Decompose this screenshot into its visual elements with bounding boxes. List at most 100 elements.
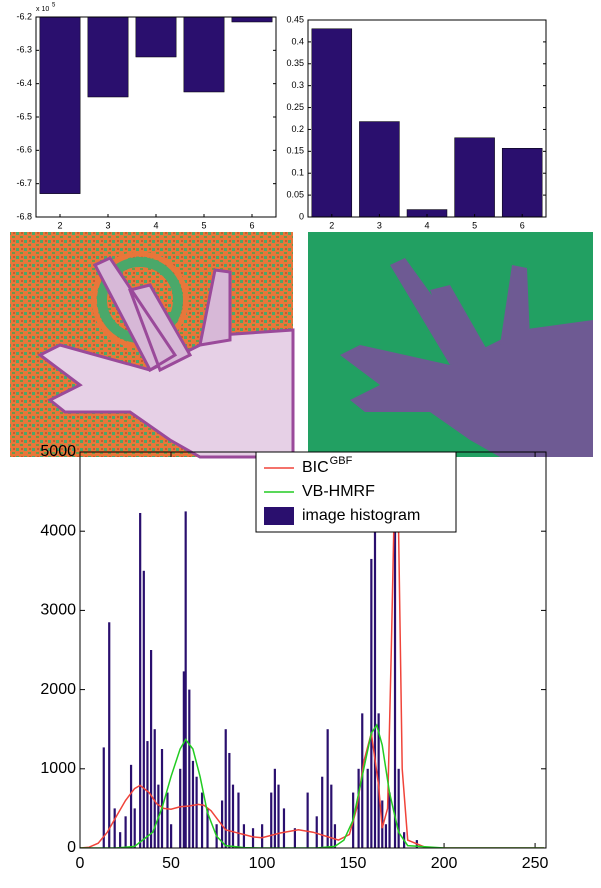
histogram-bar — [243, 824, 245, 848]
figure: -6.8-6.7-6.6-6.5-6.4-6.3-6.2x 1052345600… — [0, 0, 601, 888]
histogram-bar — [388, 793, 390, 848]
y-tick-label: 0 — [67, 839, 76, 856]
x-tick-label: 4 — [153, 220, 158, 230]
histogram-bar — [370, 559, 372, 848]
y-tick-label: 0.05 — [286, 189, 304, 199]
x-tick-label: 2 — [57, 220, 62, 230]
histogram-bar — [321, 777, 323, 848]
legend-swatch — [264, 507, 294, 525]
y-tick-label: 2000 — [40, 681, 76, 698]
histogram-bar — [201, 793, 203, 848]
bar — [502, 148, 542, 217]
histogram-bar — [161, 749, 163, 848]
histogram-bar — [146, 741, 148, 848]
y-tick-label: 4000 — [40, 522, 76, 539]
histogram-bar — [125, 816, 127, 848]
histogram-bar — [237, 793, 239, 848]
y-tick-label: 0.25 — [286, 102, 304, 112]
bar — [184, 17, 224, 92]
histogram-bar — [179, 769, 181, 848]
histogram-bar — [196, 777, 198, 848]
histogram-bar — [367, 769, 369, 848]
histogram-bar — [261, 824, 263, 848]
y-tick-label: -6.3 — [16, 45, 32, 55]
y-tick-label: 0.1 — [291, 168, 304, 178]
x-tick-label: 4 — [424, 220, 429, 230]
bar — [40, 17, 80, 194]
x-tick-label: 6 — [520, 220, 525, 230]
histogram-bar — [334, 824, 336, 848]
histogram-bar — [307, 793, 309, 848]
x-tick-label: 200 — [431, 855, 458, 872]
histogram-bar — [316, 816, 318, 848]
histogram-bar — [108, 622, 110, 848]
x-tick-label: 6 — [249, 220, 254, 230]
y-tick-label: -6.5 — [16, 111, 32, 121]
y-tick-label: 5000 — [40, 443, 76, 460]
y-tick-label: -6.6 — [16, 145, 32, 155]
y-tick-label: 0.15 — [286, 146, 304, 156]
x-tick-label: 150 — [340, 855, 367, 872]
histogram-bar — [228, 753, 230, 848]
histogram-bar — [327, 729, 329, 848]
segmented-image-left — [10, 232, 293, 457]
y-tick-label: 0.35 — [286, 58, 304, 68]
x-tick-label: 5 — [472, 220, 477, 230]
y-tick-label: -6.8 — [16, 211, 32, 221]
x-tick-label: 100 — [249, 855, 276, 872]
x-tick-label: 2 — [329, 220, 334, 230]
histogram-bar — [130, 765, 132, 848]
x-tick-label: 250 — [522, 855, 549, 872]
legend-label: VB-HMRF — [302, 483, 375, 500]
line — [80, 725, 544, 848]
histogram-bar — [119, 832, 121, 848]
histogram-bar — [283, 808, 285, 848]
x-tick-label: 3 — [377, 220, 382, 230]
histogram-bar — [166, 793, 168, 848]
histogram-bar — [134, 808, 136, 848]
y-tick-label: 0.4 — [291, 36, 304, 46]
x-tick-label: 3 — [105, 220, 110, 230]
y-tick-label: -6.4 — [16, 78, 32, 88]
histogram-bar — [103, 747, 105, 848]
y-tick-label: 1000 — [40, 760, 76, 777]
bar — [455, 138, 495, 217]
bar — [88, 17, 128, 97]
histogram-bar — [398, 769, 400, 848]
legend-label-superscript: GBF — [330, 455, 353, 467]
bar — [359, 122, 399, 217]
y-tick-label: -6.7 — [16, 178, 32, 188]
bar — [312, 29, 352, 217]
y-tick-label: -6.2 — [16, 11, 32, 21]
histogram-bar — [150, 650, 152, 848]
y-tick-label: 0 — [299, 211, 304, 221]
histogram-bar — [192, 761, 194, 848]
histogram-bar — [143, 571, 145, 848]
legend-label: BIC — [302, 459, 329, 476]
y-multiplier: x 10 — [36, 6, 49, 13]
legend-label: image histogram — [302, 507, 420, 524]
y-tick-label: 3000 — [40, 602, 76, 619]
y-tick-label: 0.2 — [291, 124, 304, 134]
x-tick-label: 0 — [76, 855, 85, 872]
histogram-bar — [358, 769, 360, 848]
histogram-bar — [232, 785, 234, 848]
histogram-bar — [374, 527, 376, 848]
histogram-bar — [252, 828, 254, 848]
histogram-bar — [188, 690, 190, 848]
histogram-bar — [270, 793, 272, 848]
y-multiplier-exponent: 5 — [52, 3, 56, 9]
x-tick-label: 5 — [201, 220, 206, 230]
bar — [232, 17, 272, 22]
histogram-bar — [114, 808, 116, 848]
segmented-image-right — [308, 232, 593, 457]
y-tick-label: 0.3 — [291, 80, 304, 90]
bar — [136, 17, 176, 57]
histogram-bar — [170, 824, 172, 848]
x-tick-label: 50 — [162, 855, 180, 872]
histogram-bar — [385, 824, 387, 848]
histogram-bar — [185, 511, 187, 848]
histogram-bar — [139, 513, 141, 848]
histogram-bar — [274, 769, 276, 848]
